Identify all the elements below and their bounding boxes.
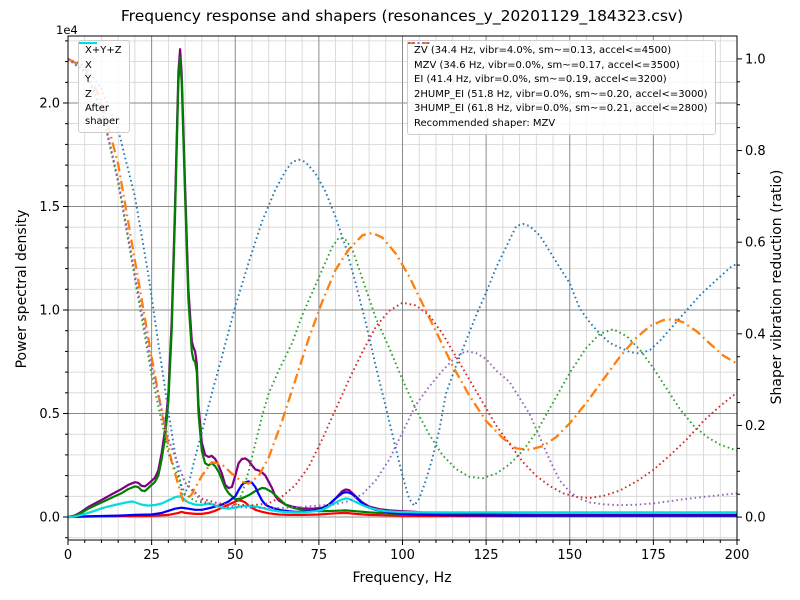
legend-psd: X+Y+Z X Y Z After shaper <box>78 40 130 133</box>
legend-item: X <box>79 42 122 74</box>
legend-line-sample-dotted <box>408 42 432 44</box>
series-x <box>68 499 737 519</box>
legend-line-sample-solid <box>79 42 97 44</box>
legend-item: MZV (34.6 Hz, vibr=0.0%, sm~=0.17, accel… <box>408 42 708 74</box>
tick-label: 0 <box>64 548 72 563</box>
series-zv <box>68 58 737 507</box>
legend-item: Z <box>79 42 122 103</box>
tick-labels: 0 25 50 75 100 125 150 175 200 0.0 0.5 1.0 1.5 2.0 0.0… <box>39 52 765 562</box>
legend-item: EI (41.4 Hz, vibr=0.0%, sm~=0.19, accel<… <box>408 42 708 88</box>
tick-label: 200 <box>725 548 750 563</box>
tick-label: 0.2 <box>745 419 766 434</box>
series-mzv <box>68 57 737 505</box>
tick-label: 150 <box>557 548 582 563</box>
tick-label: 0.8 <box>745 144 766 159</box>
tick-label: 25 <box>143 548 160 563</box>
legend-label: MZV (34.6 Hz, vibr=0.0%, sm~=0.17, accel… <box>414 59 680 71</box>
ticks <box>63 40 742 545</box>
tick-label: 0.0 <box>745 511 766 526</box>
legend-item: Y <box>79 42 122 88</box>
legend-label: ZV (34.4 Hz, vibr=4.0%, sm~=0.13, accel<… <box>414 45 672 56</box>
tick-label: 1.0 <box>745 52 766 67</box>
legend-item: X+Y+Z <box>79 42 122 59</box>
legend-label: 3HUMP_EI (61.8 Hz, vibr=0.0%, sm~=0.21, … <box>414 103 708 114</box>
tick-label: 1.0 <box>39 304 60 319</box>
legend-label: Z <box>85 88 92 100</box>
legend-label: X+Y+Z <box>85 45 122 56</box>
legend-item: 2HUMP_EI (51.8 Hz, vibr=0.0%, sm~=0.20, … <box>408 42 708 103</box>
series-group <box>68 48 737 519</box>
x-axis-label: Frequency, Hz <box>352 570 452 586</box>
tick-label: 2.0 <box>39 97 60 112</box>
tick-label: 75 <box>311 548 328 563</box>
tick-label: 50 <box>227 548 244 563</box>
legend-label: X <box>85 59 92 71</box>
series-y <box>68 56 737 519</box>
legend-footer-label: Recommended shaper: MZV <box>414 117 556 129</box>
legend-label: EI (41.4 Hz, vibr=0.0%, sm~=0.19, accel<… <box>414 74 667 85</box>
legend-label: After shaper <box>85 103 120 127</box>
y-axis-label-right: Shaper vibration reduction (ratio) <box>769 169 785 405</box>
legend-item: ZV (34.4 Hz, vibr=4.0%, sm~=0.13, accel<… <box>408 42 708 59</box>
tick-label: 100 <box>390 548 415 563</box>
tick-label: 0.0 <box>39 511 60 526</box>
y-axis-offset-label: 1e4 <box>56 23 78 37</box>
tick-label: 0.5 <box>39 407 60 422</box>
legend-item: After shaper <box>79 42 122 129</box>
tick-label: 175 <box>641 548 666 563</box>
legend-footer: Recommended shaper: MZV <box>414 117 708 132</box>
series-after_shaper <box>68 495 737 519</box>
y-axis-label-left: Power spectral density <box>14 209 30 369</box>
legend-label: 2HUMP_EI (51.8 Hz, vibr=0.0%, sm~=0.20, … <box>414 88 708 100</box>
chart-title: Frequency response and shapers (resonanc… <box>120 7 684 25</box>
legend-item: 3HUMP_EI (61.8 Hz, vibr=0.0%, sm~=0.21, … <box>408 42 708 117</box>
legend-label: Y <box>85 74 92 85</box>
tick-label: 1.5 <box>39 200 60 215</box>
legend-shapers: ZV (34.4 Hz, vibr=4.0%, sm~=0.13, accel<… <box>407 40 716 135</box>
tick-label: 125 <box>474 548 499 563</box>
tick-label: 0.6 <box>745 236 766 251</box>
tick-label: 0.4 <box>745 327 766 342</box>
